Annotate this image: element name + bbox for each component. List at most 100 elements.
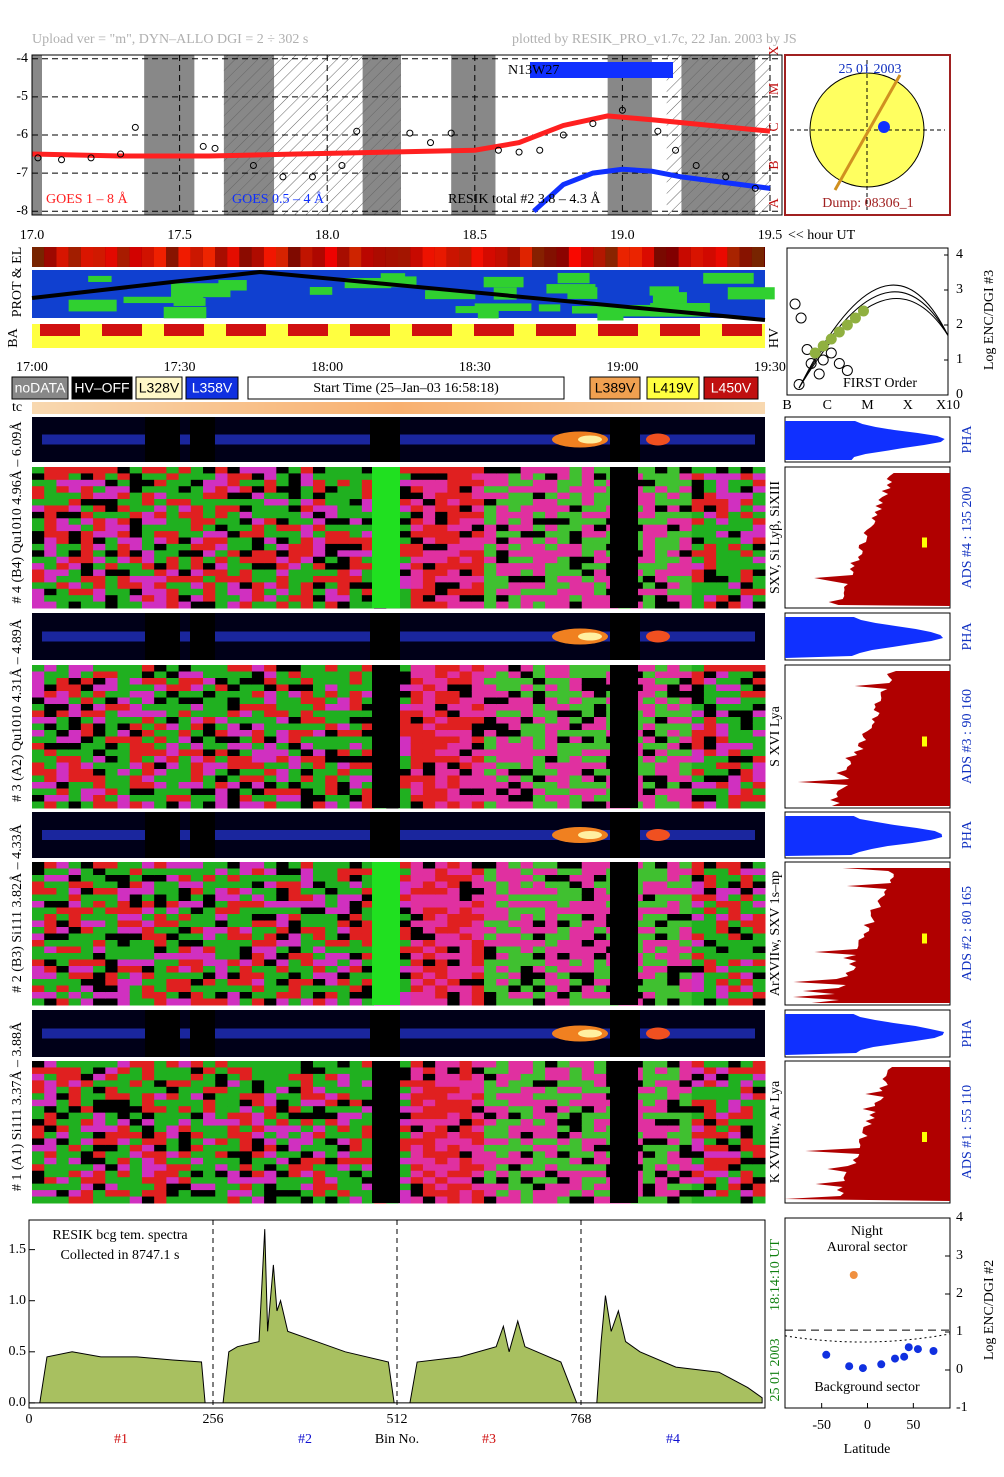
heat-cell [349, 782, 363, 789]
heat-cell [410, 736, 424, 744]
heat-cell [166, 1061, 180, 1068]
heat-cell [215, 1177, 228, 1185]
heat-cell [361, 678, 375, 685]
heat-cell [752, 697, 766, 705]
heat-cell [166, 556, 180, 564]
prot-cell [727, 247, 740, 267]
heat-cell [44, 888, 57, 895]
heat-cell [557, 927, 571, 934]
heat-cell [471, 979, 485, 986]
heat-cell [691, 868, 705, 876]
heat-cell [190, 953, 204, 960]
heat-cell [141, 543, 155, 551]
heat-cell [703, 486, 717, 494]
heat-cell [312, 985, 326, 993]
heat-cell [117, 868, 131, 876]
heat-cell [276, 543, 290, 551]
heat-cell [655, 601, 668, 609]
heat-cell [68, 486, 82, 494]
heat-cell [56, 998, 70, 1006]
heat-cell [545, 582, 558, 590]
heat-cell [337, 467, 351, 474]
heat-cell [752, 933, 766, 941]
x-tick-label: B [782, 398, 791, 413]
heat-cell [80, 710, 94, 718]
heat-cell [141, 595, 155, 603]
heat-cell [300, 749, 314, 757]
heat-cell [288, 946, 302, 954]
heat-cell [325, 875, 338, 882]
heat-cell [203, 511, 216, 519]
heat-cell [276, 473, 290, 481]
heat-cell [349, 575, 363, 583]
heat-cell [447, 940, 461, 947]
heat-cell [227, 1144, 241, 1152]
heat-cell [80, 1099, 94, 1107]
heat-cell [325, 953, 338, 960]
heat-cell [32, 1177, 45, 1185]
heat-cell [129, 888, 143, 895]
heat-cell [569, 524, 583, 532]
heat-cell [740, 601, 754, 609]
heat-cell [190, 492, 204, 500]
heat-cell [545, 524, 558, 532]
heat-cell [679, 563, 693, 571]
heat-cell [215, 588, 228, 596]
heat-cell [459, 801, 473, 809]
heat-cell [349, 595, 363, 603]
gap-column [372, 665, 400, 808]
heat-cell [679, 795, 693, 802]
heat-cell [471, 595, 485, 603]
heat-cell [68, 550, 82, 558]
heat-cell [679, 486, 693, 494]
heat-cell [32, 492, 45, 500]
heat-cell [557, 801, 571, 809]
heat-cell [239, 888, 253, 895]
heat-cell [740, 479, 754, 487]
heat-cell [740, 953, 754, 960]
heat-cell [679, 511, 693, 519]
heat-cell [105, 782, 119, 789]
heat-cell [752, 601, 766, 609]
heat-cell [93, 524, 106, 532]
heat-cell [166, 543, 180, 551]
heat-cell [484, 894, 497, 902]
heat-cell [679, 543, 693, 551]
heat-cell [288, 582, 302, 590]
heat-cell [545, 992, 558, 999]
heat-cell [496, 479, 509, 487]
heat-cell [435, 907, 448, 915]
heat-cell [361, 1170, 375, 1178]
heat-cell [593, 940, 607, 947]
heat-cell [593, 756, 607, 763]
heat-cell [117, 749, 131, 757]
heat-cell [264, 524, 277, 532]
heat-cell [300, 467, 314, 474]
heat-cell [569, 704, 583, 711]
heat-cell [32, 756, 45, 763]
heat-cell [691, 524, 705, 532]
heat-cell [251, 511, 265, 519]
heat-cell [312, 511, 326, 519]
pha-gap [145, 613, 180, 660]
heat-cell [251, 862, 265, 869]
heat-cell [349, 881, 363, 889]
heat-cell [312, 907, 326, 915]
series-point [279, 173, 287, 181]
heat-cell [447, 862, 461, 869]
heat-cell [447, 505, 461, 513]
heat-cell [239, 473, 253, 481]
heat-cell [447, 875, 461, 882]
heat-cell [141, 1093, 155, 1101]
heat-cell [337, 1080, 351, 1088]
heat-cell [422, 1061, 436, 1068]
heat-cell [752, 556, 766, 564]
heat-cell [508, 479, 522, 487]
heat-cell [532, 868, 546, 876]
heat-cell [288, 1151, 302, 1159]
heat-cell [508, 678, 522, 685]
heat-cell [178, 801, 192, 809]
heat-cell [312, 979, 326, 986]
heat-cell [398, 505, 412, 513]
heat-cell [410, 492, 424, 500]
